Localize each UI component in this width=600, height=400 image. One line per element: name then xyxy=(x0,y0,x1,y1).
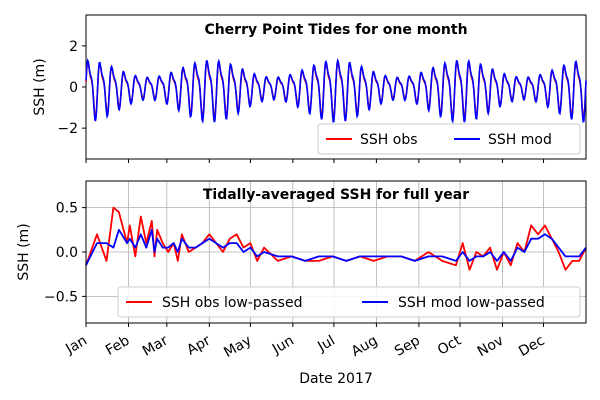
x-axis-label: Date 2017 xyxy=(299,371,373,387)
top-ytick-label: 0 xyxy=(69,80,78,96)
bottom-legend-label-mod: SSH mod low-passed xyxy=(398,295,545,311)
bottom-series-line-mod xyxy=(85,228,587,266)
bottom-legend-label-obs: SSH obs low-passed xyxy=(162,295,302,311)
top-yticks: −2 0 2 xyxy=(57,39,545,163)
top-series-layer xyxy=(85,58,587,125)
bottom-xtick-label: Jul xyxy=(314,333,338,356)
tides-month-panel: −2 0 2 Cherry Point Tides for one month SS… xyxy=(32,14,587,163)
bottom-xticks: Jan Feb Mar Apr May Jun Jul Aug Sep Oct Nov Dec xyxy=(62,323,548,361)
bottom-xtick-label: Mar xyxy=(140,332,171,359)
top-series-line-mod xyxy=(85,58,587,125)
bottom-xtick-label: May xyxy=(221,333,254,361)
bottom-xtick-label: Sep xyxy=(392,333,423,360)
bottom-ytick-label: 0.5 xyxy=(56,201,78,217)
bottom-series-layer xyxy=(85,206,587,271)
top-legend-label-obs: SSH obs xyxy=(360,132,418,148)
bottom-ylabel: SSH (m) xyxy=(16,223,32,280)
bottom-xtick-label: Aug xyxy=(349,333,381,361)
bottom-xtick-label: Dec xyxy=(516,333,547,360)
bottom-xtick-label: Jun xyxy=(269,333,297,358)
top-legend-label-mod: SSH mod xyxy=(488,132,552,148)
bottom-legend: SSH obs low-passed SSH mod low-passed xyxy=(117,286,581,318)
top-ytick-label: 2 xyxy=(69,39,78,55)
bottom-chart-title: Tidally-averaged SSH for full year xyxy=(203,187,469,203)
top-legend: SSH obs SSH mod xyxy=(317,123,581,155)
bottom-yticks: −0.5 0.0 0.5 xyxy=(44,201,86,305)
bottom-xtick-label: Nov xyxy=(475,333,507,361)
bottom-legend-box xyxy=(117,286,581,318)
top-ytick-label: −2 xyxy=(57,121,78,137)
top-legend-box xyxy=(317,123,581,155)
bottom-xtick-label: Feb xyxy=(103,333,133,359)
top-ylabel: SSH (m) xyxy=(32,58,48,115)
bottom-xtick-label: Oct xyxy=(435,332,464,358)
bottom-xtick-label: Apr xyxy=(184,332,213,358)
lowpass-year-panel: −0.5 0.0 0.5 Jan Feb Mar Apr May Jun Jul Aug Sep Oc… xyxy=(16,180,587,387)
bottom-xtick-label: Jan xyxy=(62,333,90,358)
bottom-ytick-label: −0.5 xyxy=(44,289,78,305)
bottom-ytick-label: 0.0 xyxy=(56,245,78,261)
top-chart-title: Cherry Point Tides for one month xyxy=(204,22,467,38)
